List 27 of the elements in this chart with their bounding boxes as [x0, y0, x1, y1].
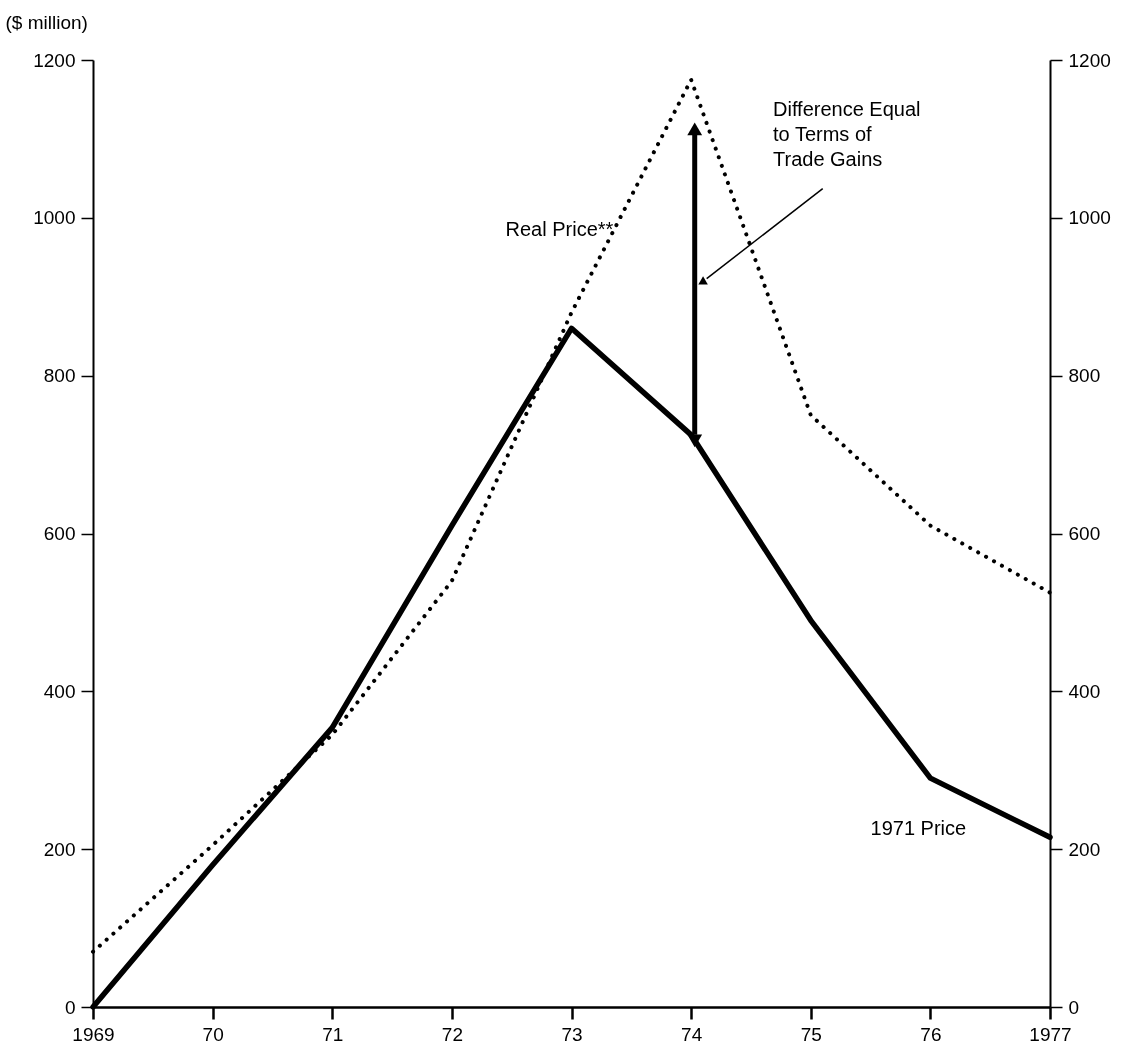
- x-tick-label: 76: [920, 1023, 942, 1045]
- x-tick-label: 73: [561, 1023, 583, 1045]
- x-tick-label: 72: [441, 1023, 463, 1045]
- x-tick-label: 70: [202, 1023, 224, 1045]
- y2-tick-label: 200: [1068, 838, 1101, 860]
- y2-tick-label: 1200: [1068, 49, 1111, 71]
- y-tick-label: 600: [43, 523, 76, 544]
- series-label: Real Price**: [505, 217, 614, 240]
- y-tick-label: 800: [43, 365, 76, 387]
- y2-tick-label: 600: [1068, 523, 1101, 544]
- x-tick-label: 71: [322, 1023, 344, 1045]
- y-tick-label: 1000: [33, 207, 76, 229]
- x-tick-label: 75: [800, 1023, 822, 1045]
- annotation: Difference Equal to Terms of Trade Gains: [773, 98, 921, 170]
- y-tick-label: 0: [64, 996, 76, 1018]
- y-axis-title: ($ million): [5, 11, 88, 33]
- y-tick-label: 400: [43, 680, 76, 702]
- x-tick-label: 74: [681, 1023, 703, 1045]
- y2-tick-label: 0: [1068, 996, 1080, 1018]
- x-tick-label: 1969: [72, 1023, 115, 1045]
- y2-tick-label: 400: [1068, 680, 1101, 702]
- x-tick-label: 1977: [1029, 1023, 1072, 1045]
- y-tick-label: 1200: [33, 49, 76, 71]
- y2-tick-label: 800: [1068, 365, 1101, 387]
- y2-tick-label: 1000: [1068, 207, 1111, 229]
- series-label: 1971 Price: [870, 817, 967, 840]
- y-tick-label: 200: [43, 838, 76, 860]
